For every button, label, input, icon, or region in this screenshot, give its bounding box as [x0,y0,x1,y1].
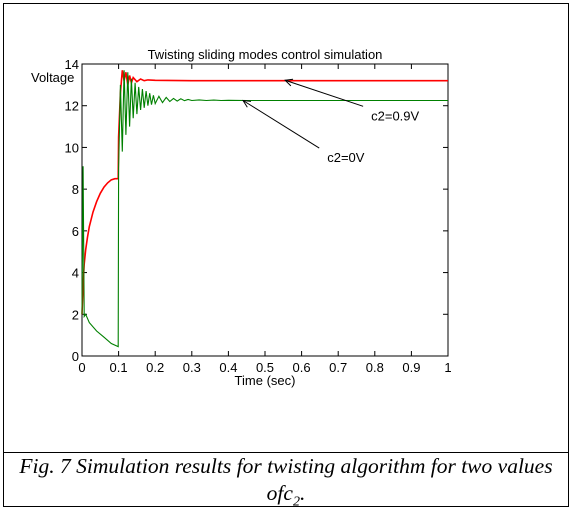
caption-divider [3,452,569,453]
y-axis-label: Voltage [31,70,74,85]
caption-text: Fig. 7 Simulation results for twisting a… [19,454,553,505]
y-tick-label: 0 [72,349,79,364]
plot-area [81,63,449,357]
annotation-arrow-head [284,78,294,87]
y-tick-label: 12 [65,99,79,114]
series-line-c2-0v [81,70,448,348]
y-tick-label: 10 [65,140,79,155]
chart-title: Twisting sliding modes control simulatio… [148,47,383,62]
y-tick-label: 6 [72,224,79,239]
annotation-arrow-line [284,79,364,107]
figure-caption: Fig. 7 Simulation results for twisting a… [3,453,569,510]
y-tick-label: 14 [65,57,79,72]
x-tick-label: 1 [444,360,451,375]
x-tick-label: 0.5 [256,360,274,375]
x-tick-label: 0.7 [329,360,347,375]
x-tick-label: 0.3 [183,360,201,375]
caption-subscript: 2 [292,494,300,510]
y-tick-label: 2 [72,307,79,322]
line-chart: Twisting sliding modes control simulatio… [31,47,452,388]
y-tick-label: 8 [72,182,79,197]
x-tick-label: 0.6 [293,360,311,375]
y-tick-label: 4 [72,266,79,281]
caption-suffix: . [299,481,306,505]
x-tick-label: 0.2 [146,360,164,375]
x-tick-label: 0.8 [366,360,384,375]
series-group [81,70,448,348]
annotation-label: c2=0.9V [371,108,419,123]
x-tick-label: 0.9 [402,360,420,375]
annotation-group: c2=0.9V c2=0V [242,78,420,165]
caption-variable: c [283,481,293,505]
x-axis-label: Time (sec) [235,373,296,388]
annotation-arrow-line [242,100,320,149]
x-tick-label: 0 [78,360,85,375]
annotation-label: c2=0V [327,150,365,165]
x-tick-label: 0.4 [219,360,237,375]
annotation-arrow-head [242,99,252,108]
x-tick-label: 0.1 [110,360,128,375]
series-line-c2-0-9v [81,70,448,315]
